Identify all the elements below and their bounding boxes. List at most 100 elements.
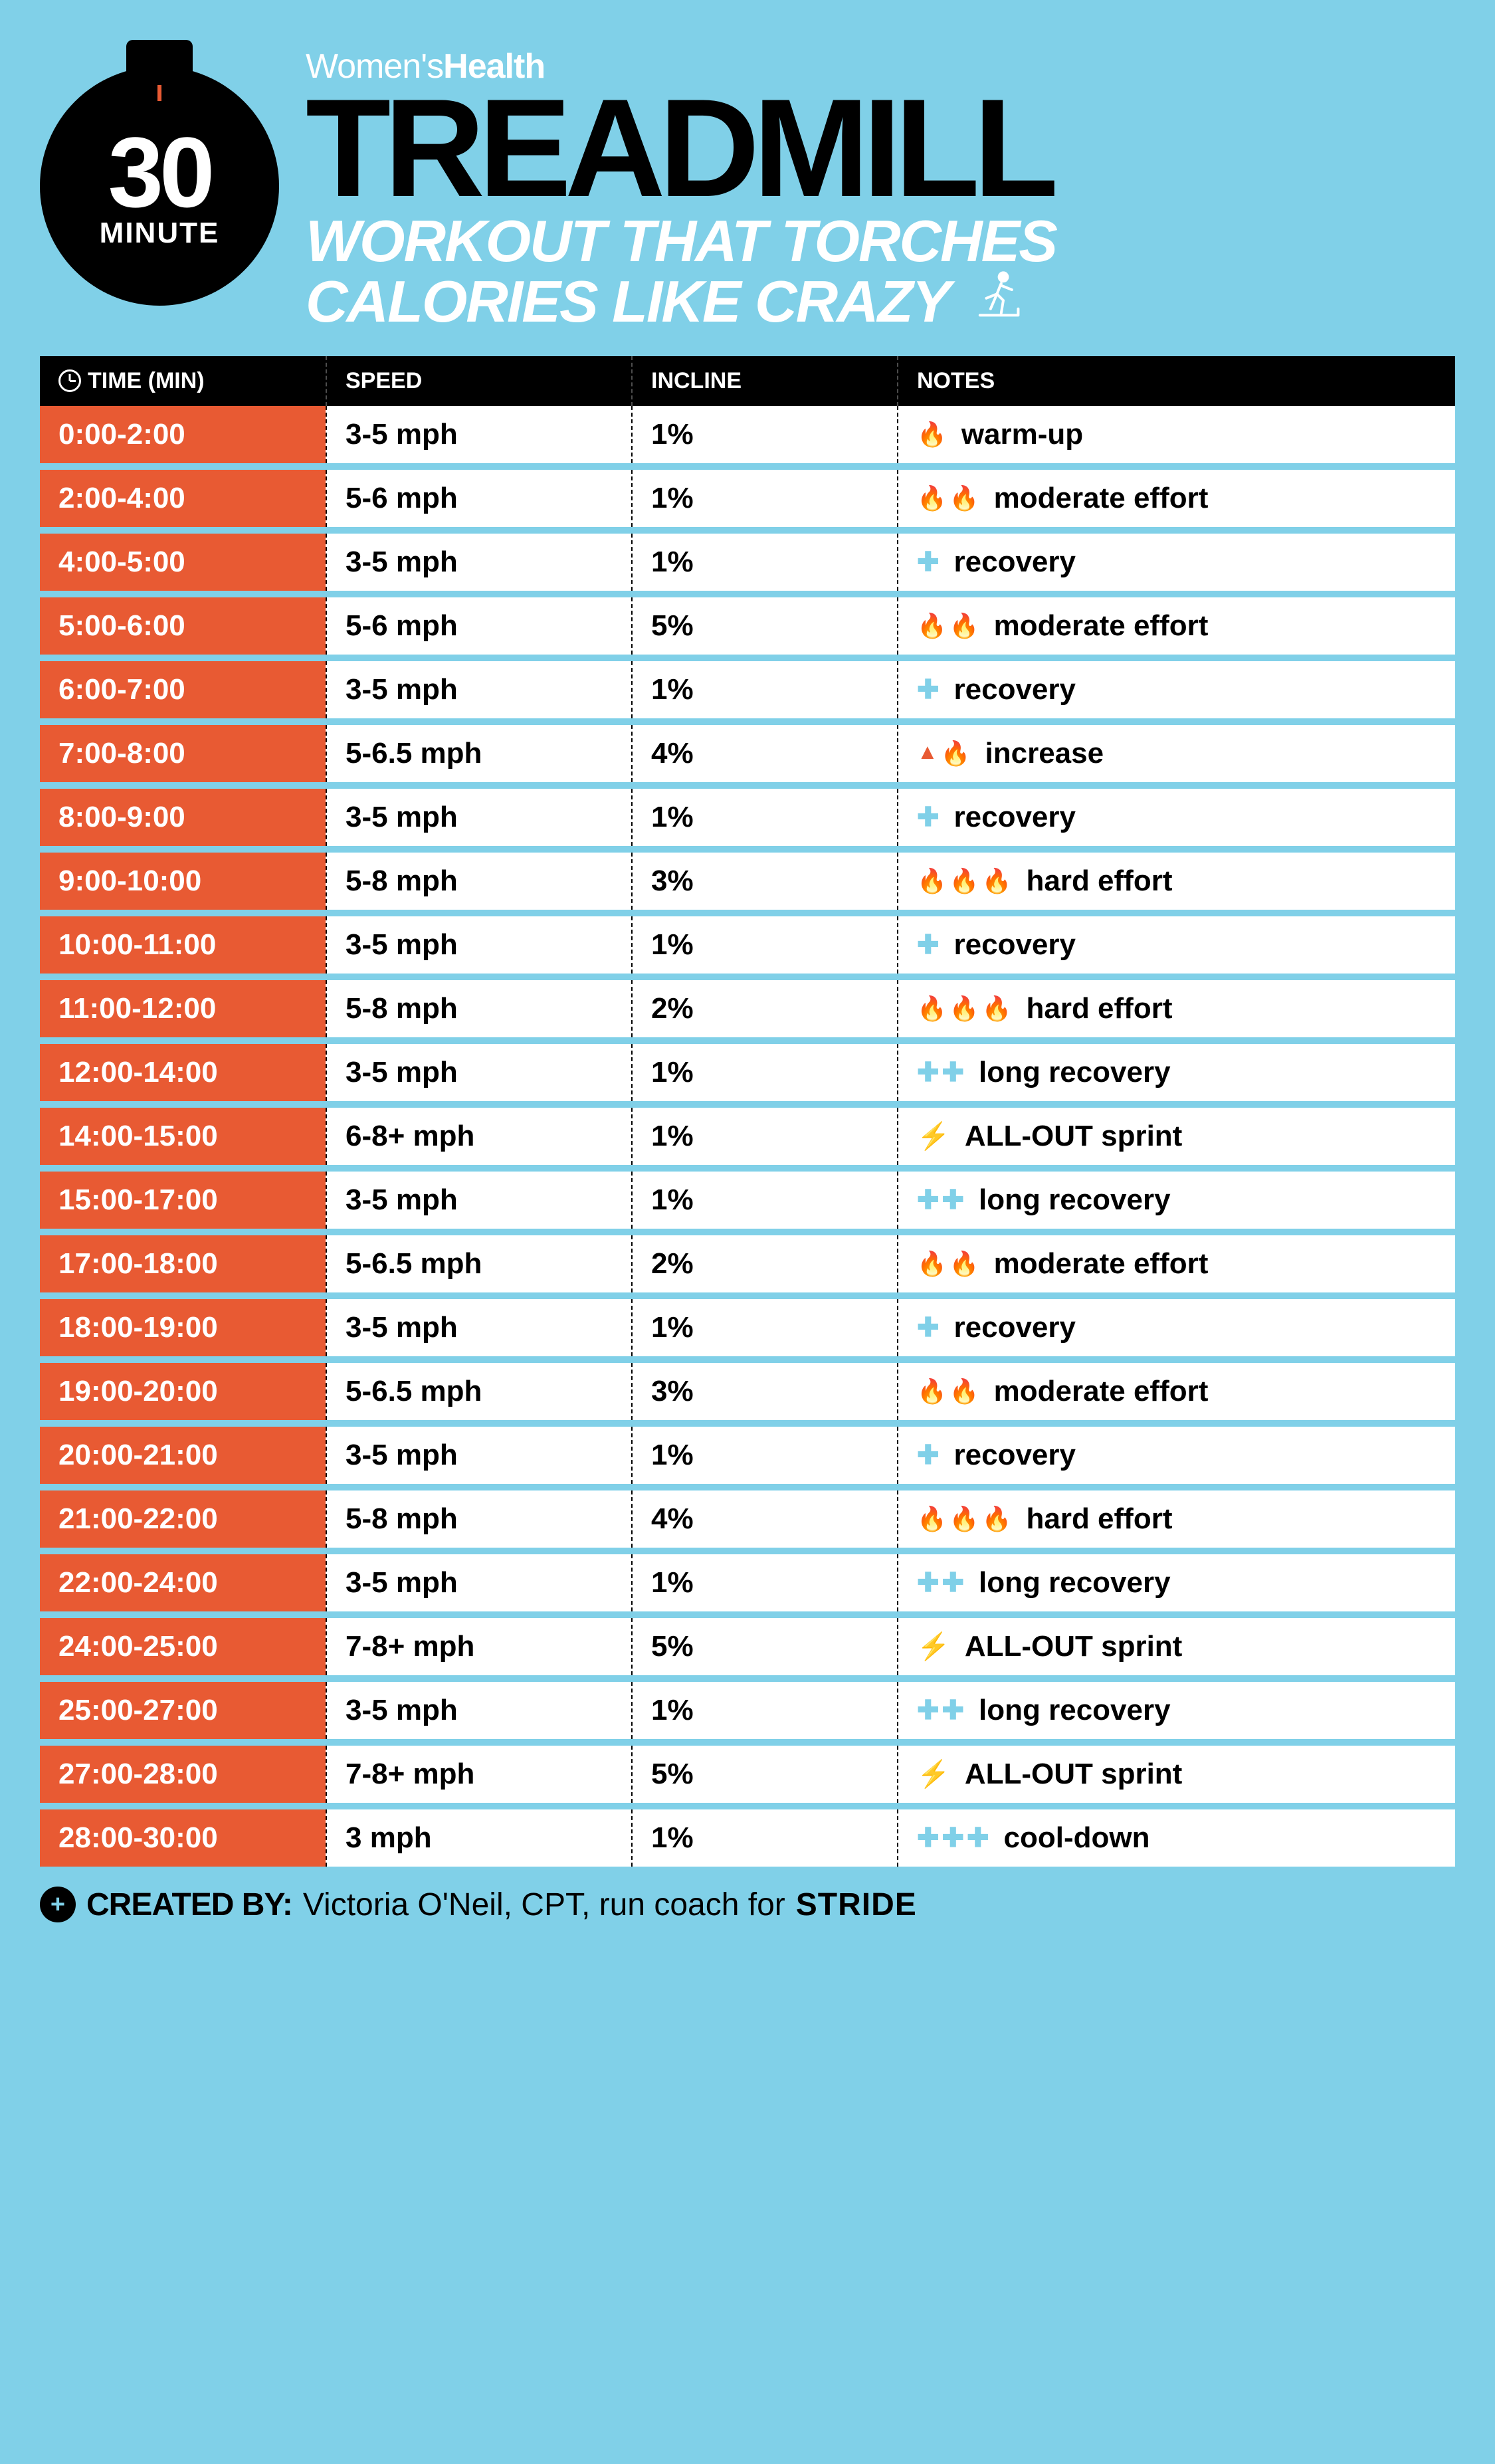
cell-time: 19:00-20:00 (40, 1363, 326, 1420)
flame-icon: 🔥 (941, 740, 971, 768)
cell-notes: ✚recovery (897, 916, 1455, 974)
cell-notes: 🔥🔥moderate effort (897, 470, 1455, 527)
cell-time: 21:00-22:00 (40, 1490, 326, 1548)
table-row: 6:00-7:003-5 mph1%✚recovery (40, 661, 1455, 725)
cell-time: 17:00-18:00 (40, 1235, 326, 1292)
note-text: recovery (954, 801, 1076, 834)
flame-icon: 🔥 (917, 995, 947, 1023)
cell-incline: 1% (631, 406, 897, 463)
cell-notes: 🔥🔥🔥hard effort (897, 853, 1455, 910)
cell-speed: 5-6.5 mph (326, 1363, 631, 1420)
stopwatch-number: 30 (108, 122, 211, 222)
footer-stride: STRIDE (796, 1887, 917, 1923)
cell-incline: 1% (631, 1427, 897, 1484)
cell-speed: 3-5 mph (326, 1554, 631, 1611)
cell-notes: ✚✚long recovery (897, 1554, 1455, 1611)
note-text: long recovery (979, 1056, 1171, 1089)
flame-icon: 🔥 (917, 867, 947, 895)
cell-notes: ✚recovery (897, 534, 1455, 591)
cell-speed: 3-5 mph (326, 406, 631, 463)
cell-incline: 2% (631, 1235, 897, 1292)
cell-time: 7:00-8:00 (40, 725, 326, 782)
plus-icon: ✚ (917, 1568, 940, 1598)
up-arrow-icon: ▲ (917, 740, 938, 768)
cell-time: 27:00-28:00 (40, 1746, 326, 1803)
table-row: 15:00-17:003-5 mph1%✚✚long recovery (40, 1172, 1455, 1235)
cell-speed: 3-5 mph (326, 916, 631, 974)
cell-incline: 1% (631, 534, 897, 591)
cell-time: 11:00-12:00 (40, 980, 326, 1037)
table-row: 4:00-5:003-5 mph1%✚recovery (40, 534, 1455, 597)
flame-icon: 🔥 (949, 1505, 979, 1533)
cell-notes: ✚recovery (897, 661, 1455, 718)
flame-icon: 🔥 (949, 995, 979, 1023)
note-text: long recovery (979, 1566, 1171, 1599)
cell-notes: ✚recovery (897, 1427, 1455, 1484)
cell-incline: 3% (631, 853, 897, 910)
cell-speed: 3-5 mph (326, 1427, 631, 1484)
cell-speed: 5-8 mph (326, 853, 631, 910)
cell-time: 2:00-4:00 (40, 470, 326, 527)
note-text: warm-up (961, 418, 1083, 451)
cell-incline: 5% (631, 597, 897, 655)
cell-notes: 🔥🔥🔥hard effort (897, 1490, 1455, 1548)
subtitle: WORKOUT THAT TORCHES CALORIES LIKE CRAZY (306, 213, 1455, 330)
cell-speed: 3-5 mph (326, 661, 631, 718)
main-title: TREADMILL (306, 89, 1455, 208)
cell-notes: ✚✚long recovery (897, 1682, 1455, 1739)
cell-notes: ✚recovery (897, 1299, 1455, 1356)
cell-notes: 🔥🔥moderate effort (897, 1235, 1455, 1292)
footer-plus-icon: + (40, 1887, 76, 1922)
table-row: 25:00-27:003-5 mph1%✚✚long recovery (40, 1682, 1455, 1746)
cell-incline: 1% (631, 1682, 897, 1739)
table-row: 11:00-12:005-8 mph2%🔥🔥🔥hard effort (40, 980, 1455, 1044)
flame-icon: 🔥 (917, 421, 947, 449)
plus-icon: ✚ (917, 1695, 940, 1726)
cell-time: 4:00-5:00 (40, 534, 326, 591)
note-text: moderate effort (994, 609, 1209, 643)
plus-icon: ✚ (917, 1312, 940, 1343)
cell-incline: 4% (631, 725, 897, 782)
plus-icon: ✚ (917, 1185, 940, 1215)
cell-time: 25:00-27:00 (40, 1682, 326, 1739)
plus-icon: ✚ (942, 1185, 965, 1215)
cell-incline: 1% (631, 1554, 897, 1611)
treadmill-runner-icon (971, 268, 1025, 330)
plus-icon: ✚ (967, 1823, 989, 1853)
note-text: hard effort (1026, 992, 1172, 1025)
cell-incline: 1% (631, 916, 897, 974)
note-text: hard effort (1026, 865, 1172, 898)
flame-icon: 🔥 (917, 1250, 947, 1278)
cell-speed: 5-6.5 mph (326, 725, 631, 782)
cell-time: 18:00-19:00 (40, 1299, 326, 1356)
cell-incline: 3% (631, 1363, 897, 1420)
cell-time: 20:00-21:00 (40, 1427, 326, 1484)
cell-incline: 5% (631, 1746, 897, 1803)
table-row: 24:00-25:007-8+ mph5%⚡ALL-OUT sprint (40, 1618, 1455, 1682)
footer-author: Victoria O'Neil, CPT, run coach for (303, 1887, 785, 1923)
cell-notes: 🔥🔥moderate effort (897, 597, 1455, 655)
stopwatch-badge: 30 MINUTE (40, 40, 279, 306)
cell-incline: 1% (631, 1044, 897, 1101)
cell-notes: 🔥🔥🔥hard effort (897, 980, 1455, 1037)
note-text: recovery (954, 673, 1076, 706)
table-row: 22:00-24:003-5 mph1%✚✚long recovery (40, 1554, 1455, 1618)
note-text: recovery (954, 546, 1076, 579)
flame-icon: 🔥 (917, 1378, 947, 1405)
stopwatch-unit: MINUTE (100, 217, 220, 250)
note-text: ALL-OUT sprint (965, 1630, 1183, 1663)
cell-time: 5:00-6:00 (40, 597, 326, 655)
cell-speed: 3-5 mph (326, 534, 631, 591)
cell-incline: 5% (631, 1618, 897, 1675)
cell-incline: 1% (631, 470, 897, 527)
cell-time: 12:00-14:00 (40, 1044, 326, 1101)
table-row: 28:00-30:003 mph1%✚✚✚cool-down (40, 1809, 1455, 1873)
note-text: recovery (954, 928, 1076, 962)
cell-notes: ✚✚long recovery (897, 1172, 1455, 1229)
cell-notes: 🔥🔥moderate effort (897, 1363, 1455, 1420)
footer-label: CREATED BY: (86, 1887, 292, 1923)
cell-time: 10:00-11:00 (40, 916, 326, 974)
flame-icon: 🔥 (949, 484, 979, 512)
table-row: 21:00-22:005-8 mph4%🔥🔥🔥hard effort (40, 1490, 1455, 1554)
plus-icon: ✚ (942, 1823, 965, 1853)
